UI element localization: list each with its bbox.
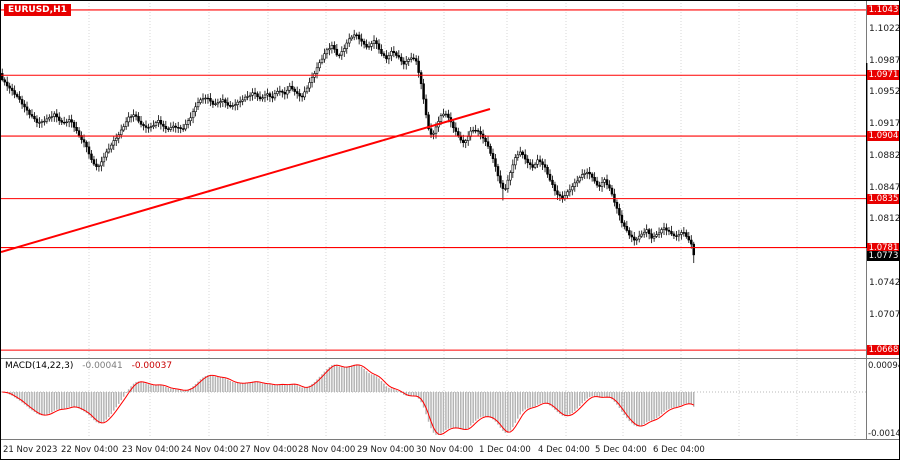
price-axis-label: 1.1022	[869, 24, 900, 34]
axis-range-marker	[866, 63, 868, 248]
horizontal-level-lines[interactable]	[1, 9, 866, 351]
symbol-period-tag: EURUSD,H1	[4, 4, 71, 16]
macd-signal-line	[2, 364, 694, 436]
time-axis-label: 24 Nov 04:00	[181, 445, 239, 455]
macd-indicator-label: MACD(14,22,3) -0.00041 -0.00037	[5, 361, 172, 372]
time-axis-label: 29 Nov 04:00	[357, 445, 415, 455]
current-price-tag: 1.0773	[867, 250, 899, 261]
candlestick-series	[1, 29, 696, 264]
time-axis-label: 21 Nov 2023	[3, 445, 58, 455]
time-axis-label: 5 Dec 04:00	[595, 445, 647, 455]
price-axis-label: 1.0882	[869, 150, 900, 161]
macd-signal-value: -0.00037	[131, 361, 173, 371]
time-axis-label: 6 Dec 04:00	[653, 445, 705, 455]
grid-lines	[88, 3, 856, 438]
price-level-tag[interactable]: 1.0668	[867, 345, 899, 356]
price-axis-label: 1.0707	[869, 309, 900, 320]
time-axis-label: 27 Nov 04:00	[240, 445, 298, 455]
price-axis-label: 1.0742	[869, 277, 900, 288]
time-axis-label: 28 Nov 04:00	[298, 445, 356, 455]
macd-histogram	[3, 364, 695, 435]
price-level-tag[interactable]: 1.1043	[867, 4, 899, 15]
price-level-tag[interactable]: 1.0904	[867, 131, 899, 142]
macd-main-value: -0.00041	[82, 361, 123, 371]
trend-line[interactable]	[1, 108, 491, 253]
price-axis-label: 1.0812	[869, 214, 900, 225]
price-level-tag[interactable]: 1.0835	[867, 193, 899, 204]
macd-axis-label: 0.00094	[868, 361, 900, 371]
macd-axis-label: -0.00142	[868, 429, 899, 439]
price-axis-label: 1.0847	[869, 182, 900, 193]
time-axis-label: 1 Dec 04:00	[479, 445, 531, 455]
time-axis-label: 30 Nov 04:00	[416, 445, 474, 455]
price-axis-label: 1.0952	[869, 87, 900, 98]
time-axis-label: 4 Dec 04:00	[538, 445, 590, 455]
price-axis-label: 1.0987	[869, 55, 900, 66]
price-level-tag[interactable]: 1.0781	[867, 242, 899, 253]
time-axis-label: 23 Nov 04:00	[122, 445, 180, 455]
time-axis-label: 22 Nov 04:00	[61, 445, 119, 455]
macd-name: MACD(14,22,3)	[5, 361, 74, 371]
price-level-tag[interactable]: 1.0971	[867, 70, 899, 81]
price-axis-label: 1.0917	[869, 119, 900, 130]
